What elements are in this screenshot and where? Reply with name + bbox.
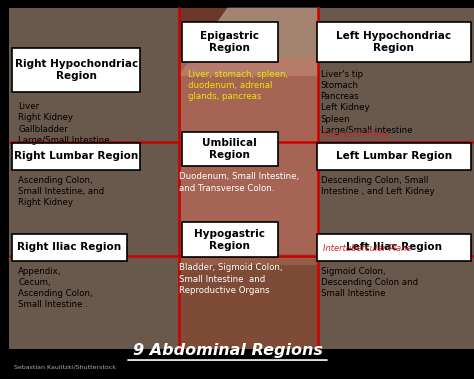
Text: Liver's tip
Stomach
Pancreas
Left Kidney
Spleen
Large/Small intestine: Liver's tip Stomach Pancreas Left Kidney…: [320, 70, 412, 135]
FancyBboxPatch shape: [317, 143, 471, 170]
Text: Right Lumbar Region: Right Lumbar Region: [14, 151, 138, 161]
Text: Ascending Colon,
Small Intestine, and
Right Kidney: Ascending Colon, Small Intestine, and Ri…: [18, 176, 104, 207]
Text: Intertubercular Plane: Intertubercular Plane: [323, 244, 411, 253]
FancyBboxPatch shape: [182, 22, 278, 62]
Polygon shape: [9, 8, 179, 349]
Text: Right Iliac Region: Right Iliac Region: [17, 242, 121, 252]
Polygon shape: [318, 8, 474, 349]
Text: Hypogastric
Region: Hypogastric Region: [194, 229, 265, 251]
FancyBboxPatch shape: [12, 234, 127, 261]
FancyBboxPatch shape: [317, 234, 471, 261]
Text: Sigmoid Colon,
Descending Colon and
Small Intestine: Sigmoid Colon, Descending Colon and Smal…: [320, 267, 418, 298]
Text: 9 Abdominal Regions: 9 Abdominal Regions: [133, 343, 322, 358]
Text: Bladder, Sigmoid Colon,
Small Intestine  and
Reproductive Organs: Bladder, Sigmoid Colon, Small Intestine …: [179, 263, 282, 294]
Text: Descending Colon, Small
Intestine , and Left Kidney: Descending Colon, Small Intestine , and …: [320, 176, 434, 196]
Text: Sebastian Kaulitzki/Shutterstock: Sebastian Kaulitzki/Shutterstock: [14, 365, 116, 370]
FancyBboxPatch shape: [317, 22, 471, 62]
Text: Right Hypochondriac
Region: Right Hypochondriac Region: [15, 59, 138, 81]
FancyBboxPatch shape: [12, 48, 140, 92]
Text: Epigastric
Region: Epigastric Region: [201, 31, 259, 53]
FancyBboxPatch shape: [182, 222, 278, 257]
Bar: [179, 8, 318, 349]
Text: Liver
Right Kidney
Gallbladder
Large/Small Intestine: Liver Right Kidney Gallbladder Large/Sma…: [18, 102, 110, 145]
Text: Appendix,
Cecum,
Ascending Colon,
Small Intestine .: Appendix, Cecum, Ascending Colon, Small …: [18, 267, 93, 310]
Bar: [179, 254, 318, 349]
Polygon shape: [179, 8, 318, 76]
Text: Duodenum, Small Intestine,
and Transverse Colon.: Duodenum, Small Intestine, and Transvers…: [179, 172, 299, 193]
Text: Left Iliac Region: Left Iliac Region: [346, 242, 442, 252]
Text: Umbilical
Region: Umbilical Region: [202, 138, 257, 160]
Bar: [179, 57, 318, 265]
FancyBboxPatch shape: [182, 132, 278, 166]
Text: Liver, stomach, spleen,
duodenum, adrenal
glands, pancreas: Liver, stomach, spleen, duodenum, adrena…: [188, 70, 288, 101]
Text: Subcostal Plane: Subcostal Plane: [323, 130, 389, 139]
Text: Left Hypochondriac
Region: Left Hypochondriac Region: [336, 31, 451, 53]
FancyBboxPatch shape: [12, 143, 140, 170]
Text: Left Lumbar Region: Left Lumbar Region: [336, 151, 452, 161]
